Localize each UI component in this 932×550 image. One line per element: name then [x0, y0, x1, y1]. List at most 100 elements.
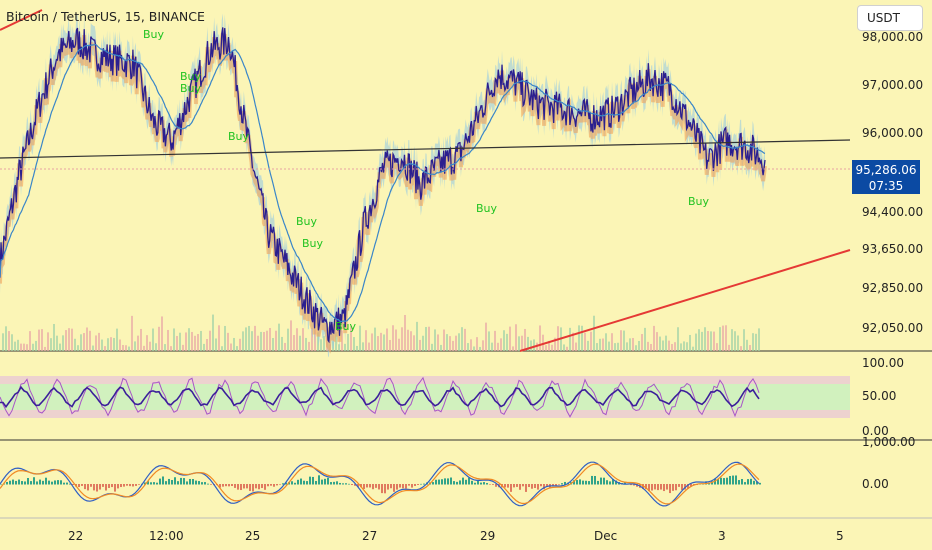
macd-histogram-bar — [576, 480, 578, 485]
macd-histogram-bar — [747, 479, 749, 485]
macd-histogram-bar — [735, 475, 737, 485]
volume-bar — [506, 333, 508, 351]
macd-histogram-bar — [207, 483, 209, 485]
volume-bar — [266, 330, 268, 351]
macd-histogram-bar — [612, 478, 614, 485]
volume-bar — [602, 338, 604, 351]
volume-bar — [692, 346, 694, 351]
volume-bar — [755, 333, 757, 351]
volume-bar — [629, 338, 631, 351]
y-tick-label: 92,850.00 — [862, 281, 923, 295]
volume-bar — [389, 339, 391, 351]
volume-bar — [563, 344, 565, 351]
volume-bar — [587, 340, 589, 351]
volume-bar — [59, 343, 61, 351]
macd-histogram-bar — [738, 480, 740, 485]
volume-bar — [437, 334, 439, 351]
macd-histogram-bar — [597, 480, 599, 485]
volume-bar — [377, 336, 379, 351]
currency-badge[interactable]: USDT — [857, 5, 923, 31]
macd-histogram-bar — [279, 484, 281, 485]
macd-histogram-bar — [486, 483, 488, 485]
volume-bar — [92, 345, 94, 351]
symbol-title[interactable]: Bitcoin / TetherUS, 15, BINANCE — [6, 9, 205, 24]
volume-bar — [230, 343, 232, 351]
oscillator-series — [0, 376, 760, 418]
volume-bar — [149, 341, 151, 351]
oscillator-axis: 100.00 50.00 0.00 — [862, 356, 904, 438]
volume-bar — [362, 342, 364, 351]
volume-bar — [242, 331, 244, 351]
volume-bar — [623, 330, 625, 351]
macd-histogram-bar — [21, 481, 23, 485]
volume-bar — [461, 327, 463, 351]
volume-bar — [125, 345, 127, 351]
macd-histogram-bar — [0, 484, 2, 485]
volume-bar — [251, 331, 253, 351]
volume-bar — [20, 343, 22, 351]
macd-histogram-bar — [573, 480, 575, 485]
volume-bar — [41, 329, 43, 351]
volume-bar — [263, 331, 265, 351]
rising-trendline[interactable] — [519, 249, 851, 352]
macd-histogram-bar — [732, 475, 734, 485]
volume-bar — [434, 329, 436, 351]
macd-histogram-bar — [390, 484, 392, 489]
macd-histogram-bar — [630, 484, 632, 486]
volume-bar — [245, 327, 247, 351]
macd-histogram-bar — [189, 478, 191, 485]
volume-bar — [725, 325, 727, 351]
volume-bar — [593, 315, 595, 351]
volume-bar — [422, 335, 424, 351]
macd-histogram-bar — [717, 479, 719, 485]
oscillator-overbought-band — [0, 376, 850, 384]
horizontal-trendline[interactable] — [0, 139, 851, 159]
macd-histogram-bar — [78, 484, 80, 488]
macd-histogram-bar — [309, 476, 311, 485]
volume-bar — [167, 329, 169, 351]
macd-histogram-bar — [336, 481, 338, 485]
macd-histogram-bar — [363, 484, 365, 489]
volume-bar — [404, 314, 406, 351]
buy-label: Buy — [335, 320, 357, 333]
volume-bar — [701, 331, 703, 351]
macd-histogram-bar — [387, 484, 389, 490]
volume-bar — [689, 334, 691, 351]
volume-bar — [278, 323, 280, 351]
macd-histogram-bar — [66, 482, 68, 485]
macd-histogram-bar — [267, 484, 269, 487]
macd-histogram-bar — [423, 483, 425, 485]
macd-histogram-bar — [231, 484, 233, 487]
volume-bar — [305, 337, 307, 351]
buy-label: Buy — [143, 28, 165, 41]
volume-bar — [680, 343, 682, 351]
macd-histogram-bar — [579, 479, 581, 485]
volume-bar — [170, 346, 172, 351]
stoch-line — [0, 376, 760, 418]
volume-bar — [116, 328, 118, 351]
volume-bar — [284, 342, 286, 351]
moving-average-line — [0, 43, 766, 323]
trendline-top-left[interactable] — [0, 9, 43, 31]
volume-bar — [605, 333, 607, 351]
volume-bar — [338, 344, 340, 351]
y-tick-label: 92,050.00 — [862, 321, 923, 335]
volume-bar — [710, 331, 712, 351]
macd-histogram-bar — [396, 484, 398, 490]
volume-bar — [317, 332, 319, 351]
macd-histogram-bar — [546, 484, 548, 487]
macd-histogram-bar — [531, 484, 533, 489]
macd-histogram-bar — [672, 484, 674, 491]
volume-bar — [224, 325, 226, 351]
macd-histogram-bar — [384, 484, 386, 494]
macd-histogram-bar — [258, 484, 260, 490]
volume-bar — [5, 326, 7, 351]
volume-bar — [704, 327, 706, 351]
macd-histogram-bar — [420, 483, 422, 485]
volume-bar — [14, 341, 16, 351]
macd-histogram-bar — [750, 478, 752, 485]
macd-histogram-bar — [561, 483, 563, 485]
price-line — [0, 27, 766, 344]
macd-histogram-bar — [675, 484, 677, 491]
